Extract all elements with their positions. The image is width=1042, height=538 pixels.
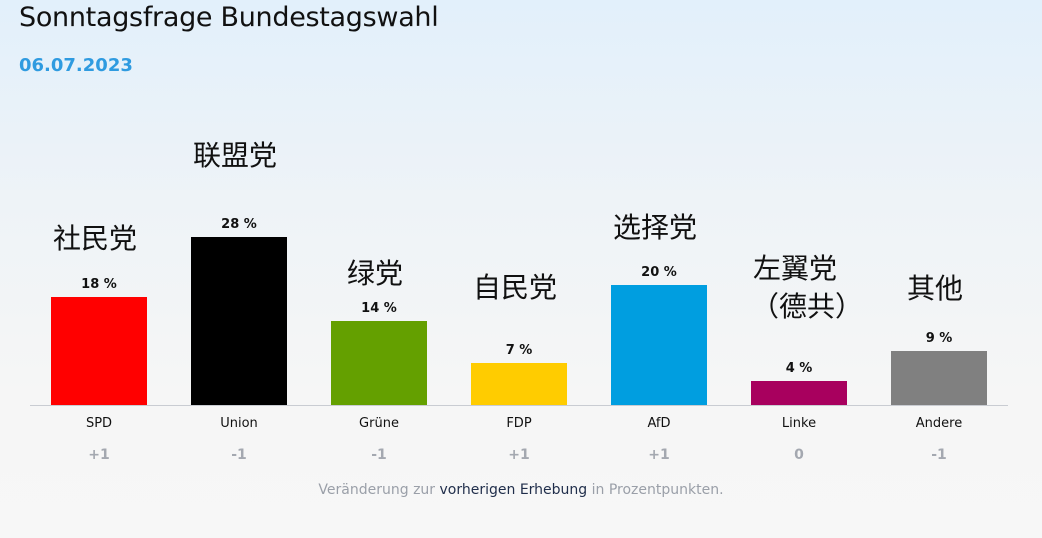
category-label: Grüne [359,416,399,431]
note-text: Veränderung zur [318,482,440,498]
bar-andere [891,351,987,405]
party-annotation: 左翼党 [752,252,838,285]
value-label: 7 % [506,343,533,358]
change-label: -1 [231,447,247,463]
survey-date: 06.07.2023 [19,55,133,76]
bar-afd [611,285,707,405]
value-label: 9 % [926,331,953,346]
value-label: 28 % [221,217,257,232]
category-label: FDP [506,416,531,431]
change-label: +1 [508,447,529,463]
bar-fdp [471,363,567,405]
category-label: AfD [647,416,670,431]
note-text-end: in Prozentpunkten. [587,482,724,498]
category-label: Union [220,416,258,431]
bar-linke [751,381,847,405]
category-label: SPD [86,416,112,431]
value-label: 4 % [786,361,813,376]
change-label: +1 [648,447,669,463]
party-annotation: 联盟党 [192,139,278,172]
value-label: 18 % [81,277,117,292]
value-label: 14 % [361,301,397,316]
bar-grüne [331,321,427,405]
change-label: +1 [88,447,109,463]
previous-survey-link[interactable]: vorherigen Erhebung [439,482,588,498]
category-label: Andere [916,416,962,431]
change-label: -1 [931,447,947,463]
party-annotation: 自民党 [472,271,558,304]
party-annotation: 选择党 [612,211,698,244]
bar-spd [51,297,147,405]
party-annotation: 绿党 [346,257,404,290]
category-label: Linke [782,416,816,431]
bar-union [191,237,287,405]
party-annotation: 社民党 [52,222,138,255]
change-label: 0 [794,447,804,463]
chart-title: Sonntagsfrage Bundestagswahl [19,2,439,33]
change-note: Veränderung zur vorherigen Erhebung in P… [0,482,1042,498]
party-annotation: （德共） [750,290,864,323]
change-label: -1 [371,447,387,463]
party-annotation: 其他 [906,272,964,305]
value-label: 20 % [641,265,677,280]
